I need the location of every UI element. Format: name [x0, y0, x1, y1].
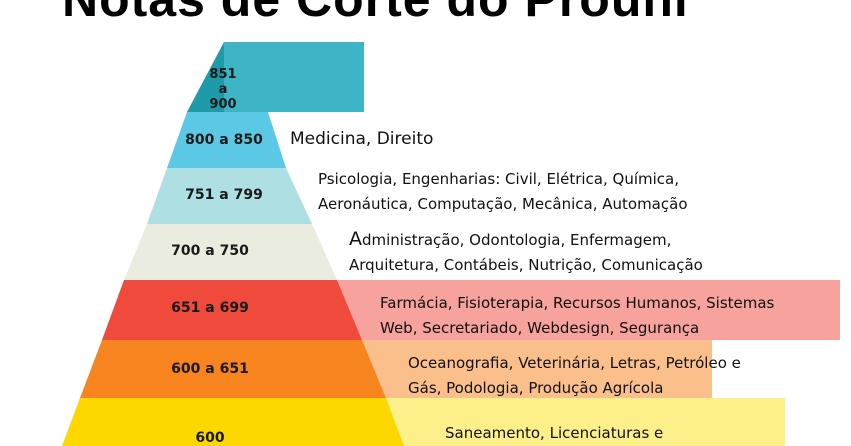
tier-3-range: 751 a 799 [185, 187, 263, 203]
tier-3-band [286, 168, 760, 224]
tier-2-segment [167, 112, 286, 168]
tier-7-band [386, 398, 785, 446]
tier-2-range: 800 a 850 [185, 132, 263, 148]
tier-6-segment [80, 340, 386, 398]
tier-6-band [362, 340, 712, 398]
tier-6-courses: Oceanografia, Veterinária, Letras, Petró… [408, 354, 741, 397]
tier-5-range: 651 a 699 [171, 300, 249, 316]
tier-3-courses: Psicologia, Engenharias: Civil, Elétrica… [318, 170, 688, 213]
tier-7-courses: Saneamento, Licenciaturas e [445, 424, 664, 442]
tier-6-range: 600 a 651 [171, 361, 249, 377]
tier-5-band [337, 280, 840, 340]
tier-4-courses: Administração, Odontologia, Enfermagem, … [349, 228, 703, 274]
tier-7-range: 600 [195, 430, 225, 446]
tier-1-range: 851 a 900 [209, 67, 237, 112]
tier-1-triangle [187, 42, 224, 112]
page-title: Notas de Corte do Prouni [62, 0, 689, 28]
tier-7-segment [62, 398, 404, 446]
tier-4-range: 700 a 750 [171, 243, 249, 259]
tier-2-courses: Medicina, Direito [290, 129, 434, 149]
tier-2-band [268, 112, 458, 168]
tier-5-segment [102, 280, 362, 340]
tier-4-band [312, 224, 790, 280]
tier-3-segment [147, 168, 312, 224]
tier-4-segment [124, 224, 337, 280]
tier-1-band [224, 42, 364, 112]
tier-5-courses: Farmácia, Fisioterapia, Recursos Humanos… [380, 294, 775, 337]
